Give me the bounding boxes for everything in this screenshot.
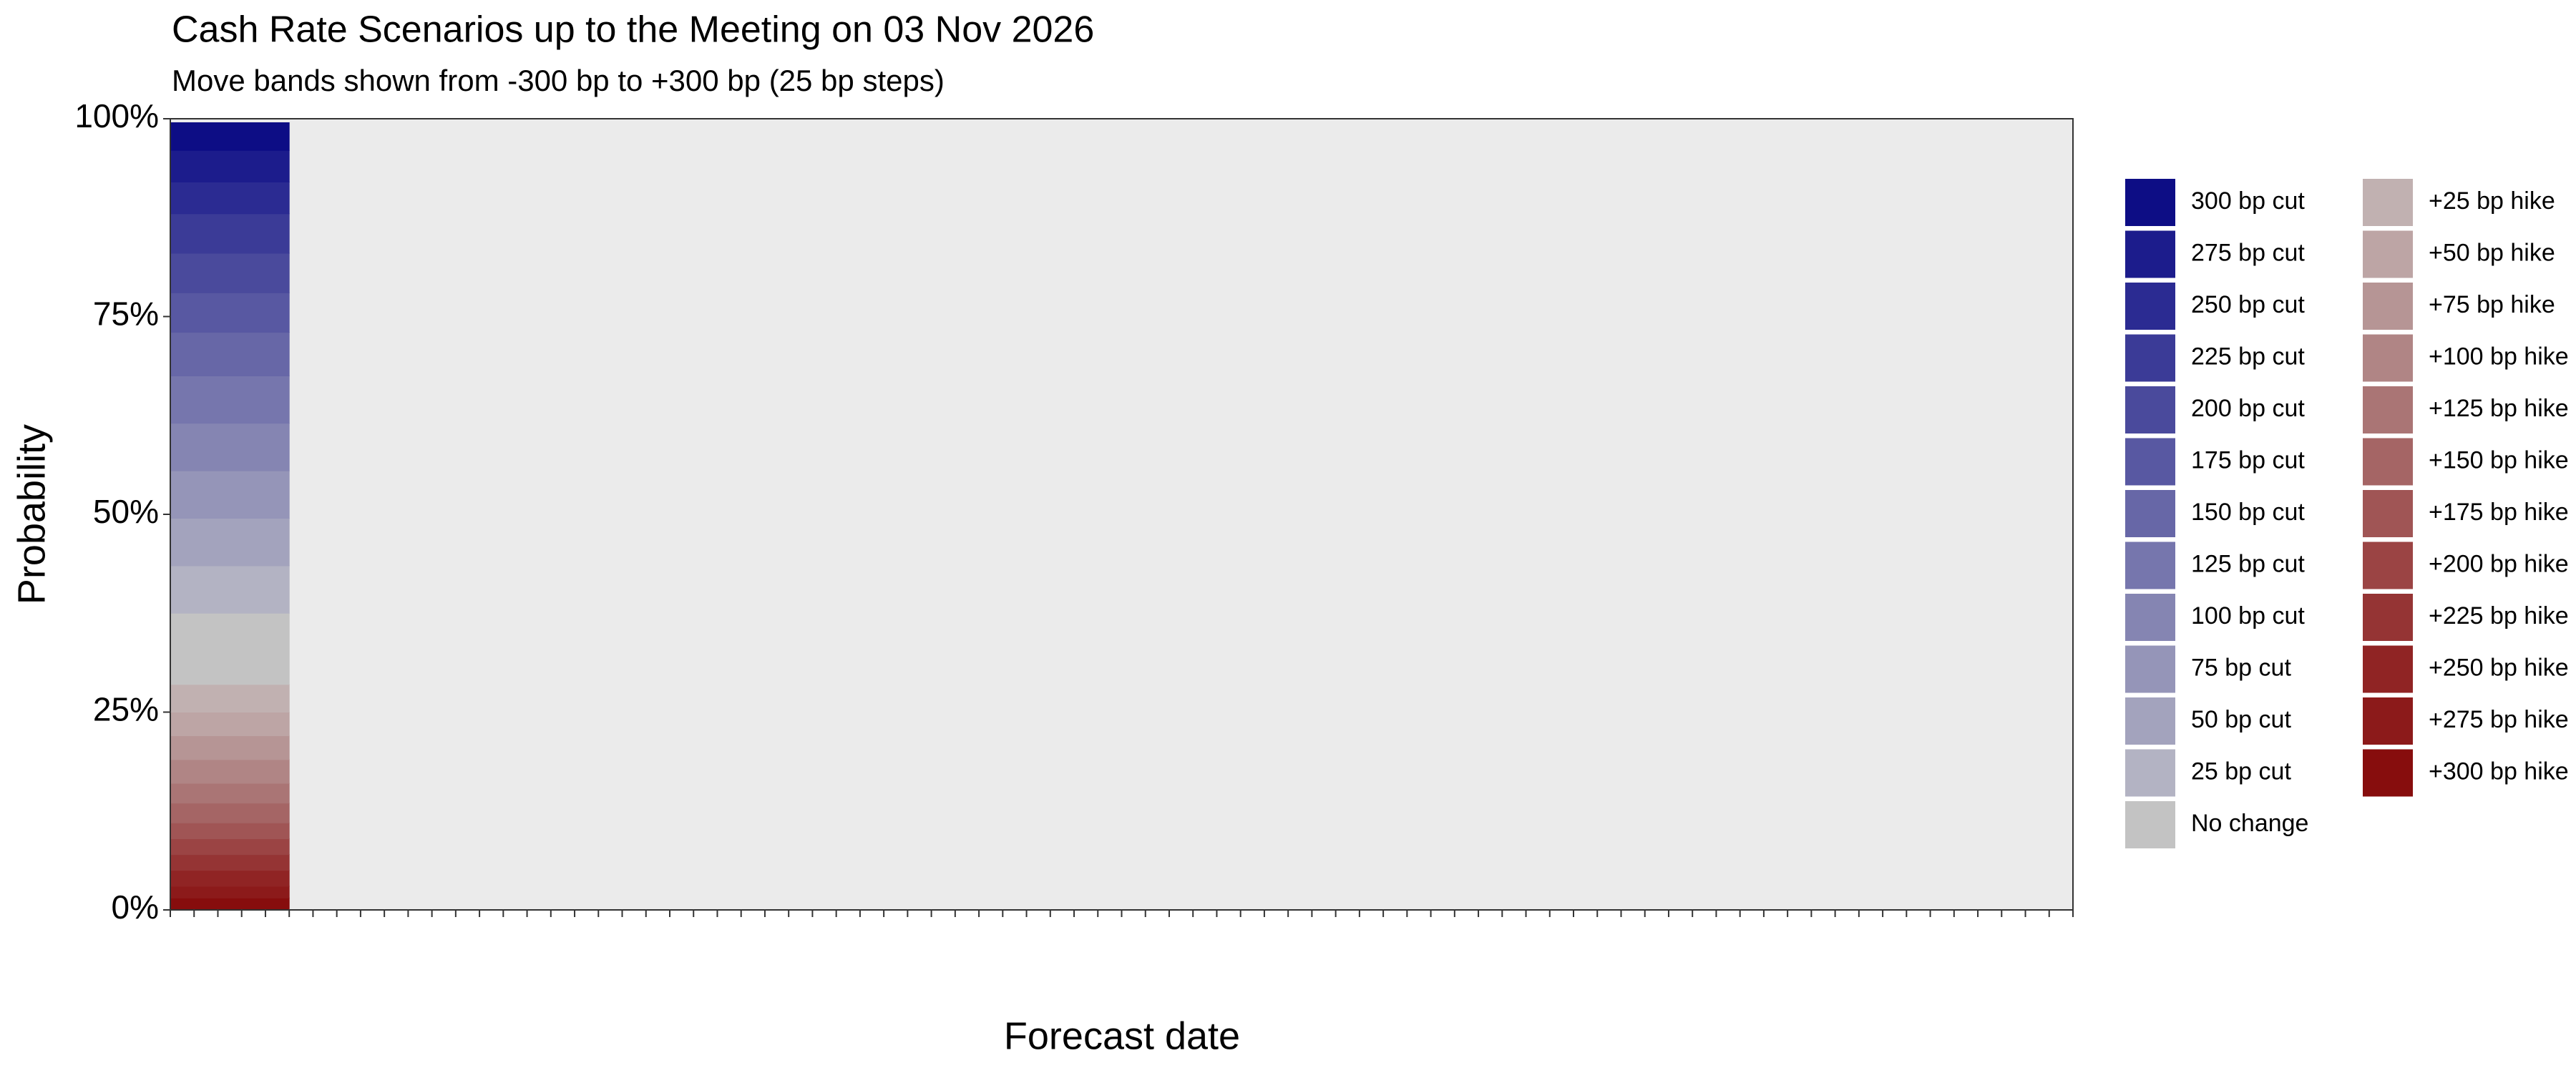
area-band (170, 759, 290, 784)
legend-label: 300 bp cut (2191, 187, 2305, 215)
legend-swatch (2363, 542, 2413, 589)
legend-swatch (2125, 749, 2175, 797)
legend-swatch (2363, 645, 2413, 693)
legend-label: +250 bp hike (2429, 654, 2569, 681)
area-band (170, 375, 290, 424)
y-axis-title: Probability (10, 424, 53, 604)
legend-swatch (2363, 594, 2413, 641)
x-axis-title: Forecast date (1004, 1014, 1240, 1057)
plot-background (170, 119, 2073, 910)
area-band (170, 854, 290, 871)
area-band (170, 122, 290, 151)
legend-swatch (2125, 438, 2175, 486)
chart-title: Cash Rate Scenarios up to the Meeting on… (172, 9, 1094, 51)
y-tick-label: 0% (112, 888, 159, 926)
legend-label: 100 bp cut (2191, 602, 2305, 629)
legend-swatch (2125, 697, 2175, 745)
legend-swatch (2125, 179, 2175, 226)
chart-subtitle: Move bands shown from -300 bp to +300 bp… (172, 64, 945, 97)
legend-label: +225 bp hike (2429, 602, 2569, 629)
legend-label: 75 bp cut (2191, 654, 2291, 681)
area-band (170, 838, 290, 856)
legend-swatch (2363, 230, 2413, 278)
area-band (170, 253, 290, 293)
y-tick-label: 75% (93, 295, 159, 333)
area-band (170, 684, 290, 712)
legend-label: +100 bp hike (2429, 343, 2569, 370)
legend-swatch (2125, 283, 2175, 330)
area-band (170, 886, 290, 898)
area-band (170, 897, 290, 911)
legend-label: +300 bp hike (2429, 758, 2569, 785)
area-band (170, 518, 290, 567)
area-band (170, 783, 290, 804)
legend-swatch (2363, 490, 2413, 537)
legend-swatch (2363, 697, 2413, 745)
area-band (170, 332, 290, 376)
area-band (170, 423, 290, 471)
legend-label: 125 bp cut (2191, 550, 2305, 577)
legend-swatch (2125, 801, 2175, 848)
legend-swatch (2363, 749, 2413, 797)
legend-label: 175 bp cut (2191, 446, 2305, 474)
legend-swatch (2125, 542, 2175, 589)
legend-label: +75 bp hike (2429, 291, 2555, 318)
area-band (170, 292, 290, 333)
area-band (170, 150, 290, 182)
area-band (170, 612, 290, 685)
legend-label: 225 bp cut (2191, 343, 2305, 370)
y-tick-label: 50% (93, 493, 159, 530)
area-band (170, 213, 290, 254)
legend-label: +275 bp hike (2429, 706, 2569, 733)
legend-label: +200 bp hike (2429, 550, 2569, 577)
legend-swatch (2363, 334, 2413, 382)
legend-label: 150 bp cut (2191, 499, 2305, 526)
legend-label: +175 bp hike (2429, 499, 2569, 526)
legend-label: +125 bp hike (2429, 395, 2569, 422)
area-band (170, 565, 290, 614)
legend-swatch (2363, 283, 2413, 330)
legend-swatch (2125, 594, 2175, 641)
legend-label: 50 bp cut (2191, 706, 2291, 733)
area-band (170, 870, 290, 887)
legend-swatch (2363, 386, 2413, 433)
area-band (170, 712, 290, 737)
legend-label: 275 bp cut (2191, 239, 2305, 266)
legend-swatch (2125, 230, 2175, 278)
area-band (170, 470, 290, 519)
legend-label: 250 bp cut (2191, 291, 2305, 318)
area-band (170, 822, 290, 839)
legend-label: +25 bp hike (2429, 187, 2555, 215)
legend-label: No change (2191, 810, 2308, 837)
legend-swatch (2363, 179, 2413, 226)
legend-label: +150 bp hike (2429, 446, 2569, 474)
area-band (170, 181, 290, 215)
legend-label: 25 bp cut (2191, 758, 2291, 785)
y-tick-label: 100% (74, 97, 159, 134)
legend-swatch (2125, 645, 2175, 693)
legend-label: +50 bp hike (2429, 239, 2555, 266)
area-band (170, 803, 290, 823)
legend-swatch (2363, 438, 2413, 486)
legend-swatch (2125, 490, 2175, 537)
legend-swatch (2125, 386, 2175, 433)
legend-label: 200 bp cut (2191, 395, 2305, 422)
area-band (170, 735, 290, 760)
y-tick-label: 25% (93, 691, 159, 728)
legend-swatch (2125, 334, 2175, 382)
